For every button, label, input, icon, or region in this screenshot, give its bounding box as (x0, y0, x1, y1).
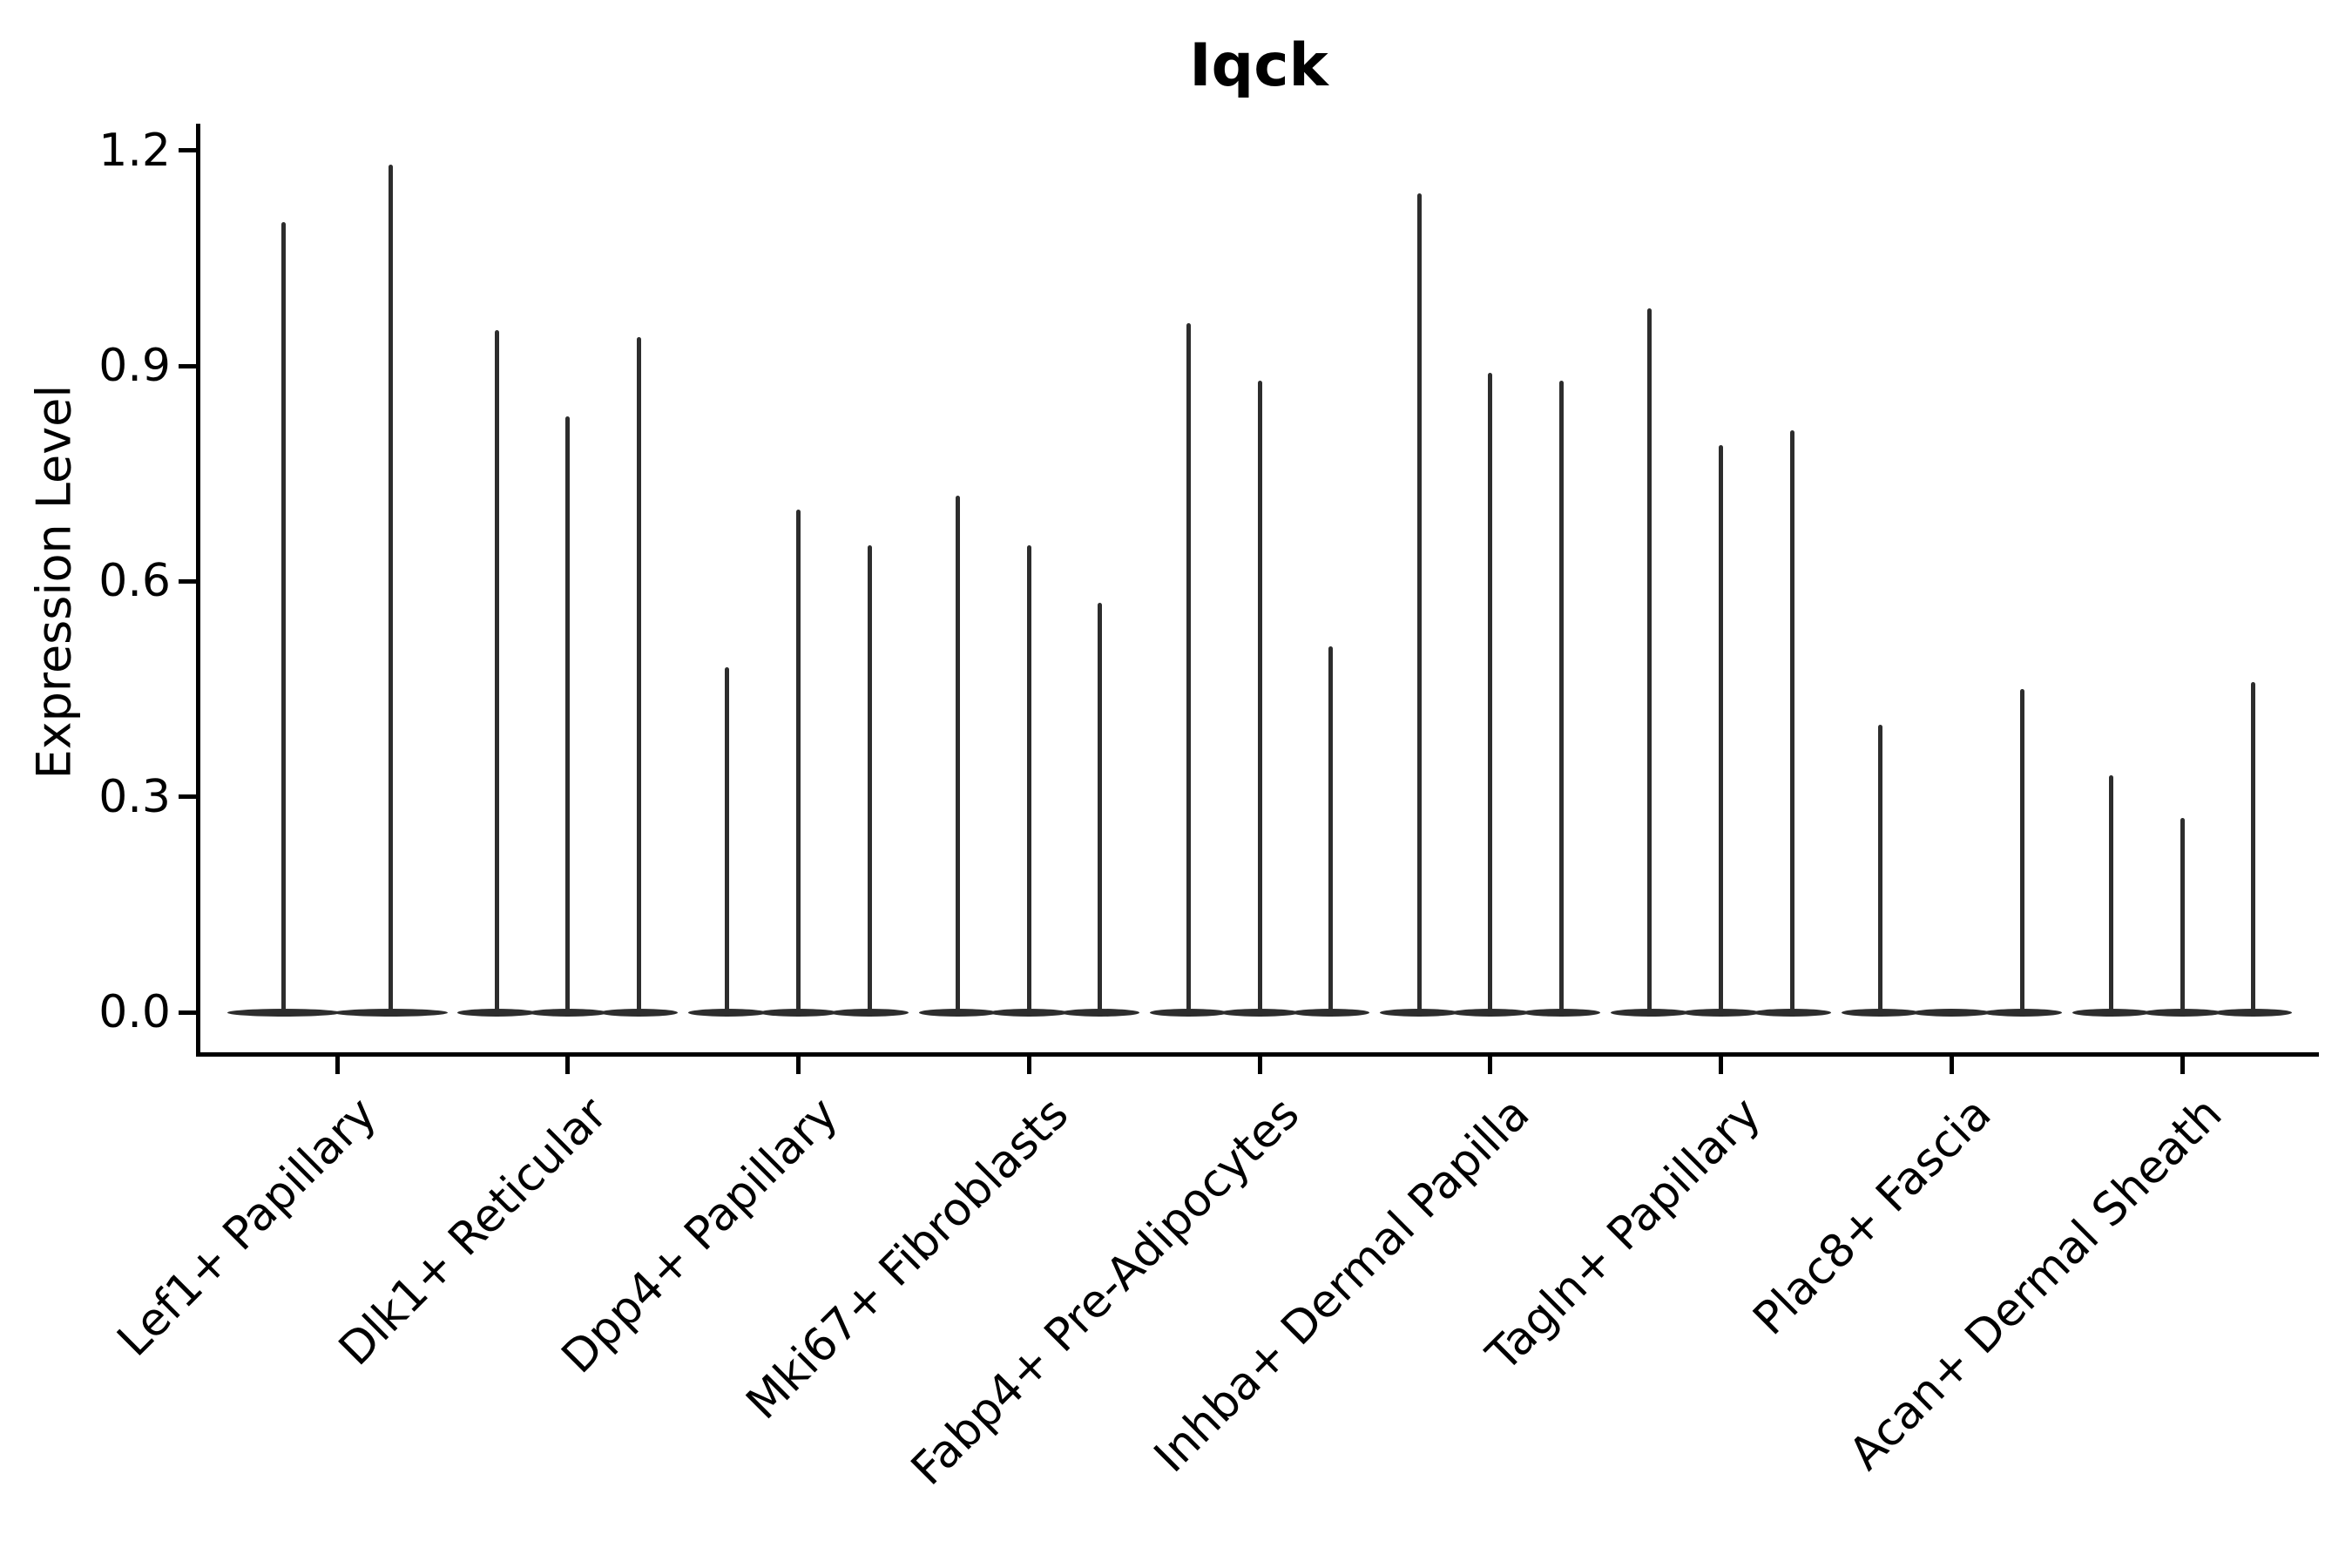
x-tick-mark (1257, 1057, 1262, 1074)
violin-spike (1416, 193, 1422, 1017)
x-tick-mark (1949, 1057, 1954, 1074)
violin-spike (2180, 818, 2185, 1017)
y-tick-mark (179, 578, 196, 584)
violin-spike (1878, 725, 1883, 1017)
x-axis-spine (196, 1052, 2319, 1057)
violin-spike (388, 165, 393, 1017)
x-tick-mark (2180, 1057, 2185, 1074)
x-tick-mark (1026, 1057, 1031, 1074)
violin-spike (1488, 373, 1493, 1017)
violin-spike (2108, 775, 2113, 1017)
y-axis-spine (196, 124, 200, 1057)
x-tick-mark (335, 1057, 340, 1074)
x-tick-label-text: Fabp4+ Pre-Adipocytes (901, 1087, 1310, 1496)
violin-spike (2251, 681, 2256, 1017)
violin-spike (867, 545, 872, 1017)
violin-spike (636, 337, 641, 1017)
x-tick-label-text: Inhba+ Dermal Papilla (1145, 1087, 1540, 1484)
y-tick-mark (179, 794, 196, 800)
violin-spike (796, 510, 801, 1017)
x-tick-mark (796, 1057, 801, 1074)
y-tick-mark (179, 148, 196, 153)
x-tick-mark (565, 1057, 571, 1074)
y-tick-label: 0.6 (98, 555, 171, 608)
x-tick-mark (1719, 1057, 1723, 1074)
violin-spike (1257, 380, 1262, 1017)
violin-spike (1558, 380, 1564, 1017)
violin-spike (956, 495, 961, 1017)
y-tick-label: 0.0 (98, 986, 171, 1038)
violin-spike (1098, 603, 1103, 1017)
y-tick-mark (179, 1010, 196, 1015)
violin-spike (1789, 430, 1794, 1017)
x-tick-label-text: Plac8+ Fascia (1743, 1087, 2002, 1346)
y-tick-mark (179, 363, 196, 368)
x-tick-mark (1488, 1057, 1493, 1074)
violin-spike (1186, 322, 1191, 1017)
violin-spike (281, 222, 287, 1017)
y-tick-label: 0.3 (98, 770, 171, 823)
y-tick-label: 0.9 (98, 340, 171, 393)
violin-spike (1647, 308, 1652, 1017)
violin-spike (725, 667, 730, 1017)
x-tick-label-text: Acan+ Dermal Sheath (1839, 1087, 2233, 1481)
violin-spike (494, 330, 499, 1017)
violin-spike (1026, 545, 1031, 1017)
violin-spike (1719, 444, 1723, 1017)
violin-spike (565, 416, 571, 1017)
violin-spike (1328, 645, 1334, 1017)
plot-title: Iqck (1189, 31, 1328, 100)
y-tick-label: 1.2 (98, 124, 171, 177)
violin-spike (2020, 689, 2025, 1017)
violin-body (1912, 1008, 1991, 1017)
